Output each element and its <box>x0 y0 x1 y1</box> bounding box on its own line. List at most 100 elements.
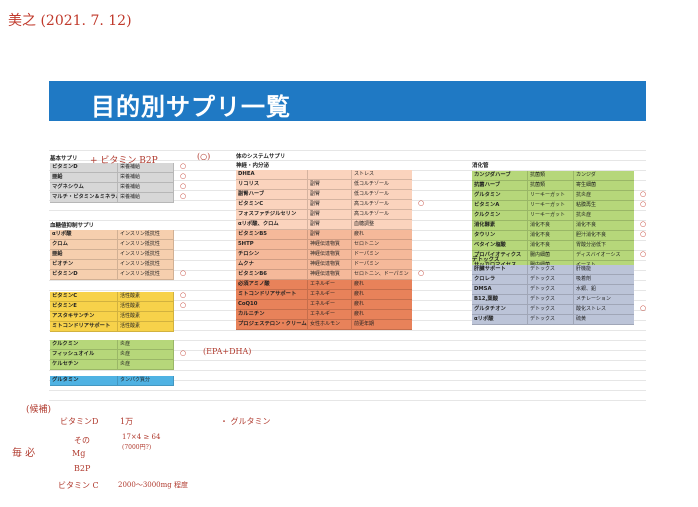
section-heading: 消化管 <box>472 163 489 169</box>
gridline <box>49 330 646 331</box>
supplement-name: ビタミンD <box>50 270 118 279</box>
supplement-effect: 寄生細菌 <box>576 182 597 188</box>
supplement-category: デトックス <box>528 275 574 284</box>
title-banner: 目的別サプリ一覧 <box>49 81 646 121</box>
supplement-name: ビタミンB6 <box>236 270 308 279</box>
table-row: ムクナ 神経伝達物質 ドーパミン <box>236 260 412 270</box>
table-row: 消化酵素 消化不良 消化不良 <box>472 221 634 231</box>
supplement-category: 炎症 <box>118 350 174 359</box>
gridline <box>49 150 646 151</box>
table-row: チロシン 神経伝達物質 ドーパミン <box>236 250 412 260</box>
table-row: αリポ酸 インスリン抵抗性 <box>50 230 174 240</box>
supplement-table: ビタミンD 栄養補給 亜鉛 栄養補給 マグネシウム 栄養補給 マルチ・ビタミン＆ミネラル 栄養… <box>50 163 174 203</box>
supplement-effect: 抗炎症 <box>576 192 592 198</box>
handwritten-bracket: (○) <box>197 152 211 161</box>
gridline <box>49 390 646 391</box>
table-row: ビタミンC 活性酸素 <box>50 292 174 302</box>
handwritten-circle-mark: ○ <box>640 304 647 312</box>
supplement-effect: 吸着剤 <box>576 276 592 282</box>
supplement-category: 活性酸素 <box>118 302 174 311</box>
table-row: リコリス 副腎 低コルチゾール <box>236 180 412 190</box>
supplement-category: デトックス <box>528 265 574 274</box>
gridline <box>49 160 646 161</box>
table-row: 肝臓サポート デトックス 肝機能 <box>472 265 634 275</box>
table-row: クロム インスリン抵抗性 <box>50 240 174 250</box>
handwritten-circle-mark: ○ <box>180 269 187 277</box>
table-row: 5HTP 神経伝達物質 セロトニン <box>236 240 412 250</box>
supplement-name: DMSA <box>472 285 528 294</box>
handwritten-circle-mark: ○ <box>640 220 647 228</box>
supplement-table: クルクミン 炎症 フィッシュオイル 炎症 ケルセチン 炎症 <box>50 340 174 370</box>
table-row: フォスファチジルセリン 副腎 高コルチゾール <box>236 210 412 220</box>
supplement-effect: セロトニン、ドーパミン <box>354 271 409 277</box>
handwritten-candidate-label: (候補) <box>26 405 52 415</box>
supplement-effect: セロトニン <box>354 241 380 247</box>
handwritten-epa-note: (EPA+DHA) <box>203 347 252 356</box>
table-row: アスタキサンチン 活性酸素 <box>50 312 174 322</box>
supplement-category: 副腎 <box>308 210 352 219</box>
handwritten-circle-mark: ○ <box>418 269 425 277</box>
supplement-category: 抗菌類 <box>528 181 574 190</box>
supplement-category: デトックス <box>528 315 574 324</box>
supplement-name: ビタミンD <box>50 163 118 172</box>
table-row: ケルセチン 炎症 <box>50 360 174 370</box>
gridline <box>49 380 646 381</box>
gridline <box>49 370 646 371</box>
supplement-category: 活性酸素 <box>118 292 174 301</box>
supplement-category: 炎症 <box>118 340 174 349</box>
supplement-category: 副腎 <box>308 220 352 229</box>
supplement-category: 活性酸素 <box>118 312 174 321</box>
table-row: マグネシウム 栄養補給 <box>50 183 174 193</box>
table-row: フィッシュオイル 炎症 <box>50 350 174 360</box>
supplement-effect: 疲れ <box>354 311 365 317</box>
supplement-category: インスリン抵抗性 <box>118 250 174 259</box>
section-heading: 血糖値抑制サプリ <box>50 223 95 229</box>
supplement-category: 副腎 <box>308 180 352 189</box>
supplement-effect: ストレス <box>354 171 375 177</box>
supplement-name: ミトコンドリアサポート <box>50 322 118 331</box>
supplement-effect: 胆汁消化不良 <box>576 232 607 238</box>
supplement-category: 副腎 <box>308 230 352 239</box>
table-row: αリポ酸、クロム 副腎 血糖調整 <box>236 220 412 230</box>
supplement-effect: 酸化ストレス <box>576 306 607 312</box>
supplement-category: エネルギー <box>308 290 352 299</box>
handwritten-circle-mark: ○ <box>180 291 187 299</box>
supplement-name: ビタミンC <box>236 200 308 209</box>
table-row: ベタイン塩酸 消化不良 胃酸分泌低下 <box>472 241 634 251</box>
supplement-effect: 消化不良 <box>576 222 597 228</box>
supplement-name: ムクナ <box>236 260 308 269</box>
table-row: αリポ酸 デトックス 硫黄 <box>472 315 634 325</box>
handwritten-circle-mark: ○ <box>180 162 187 170</box>
handwritten-calc-sub: (7000円?) <box>122 444 152 451</box>
section-heading: 体のシステムサプリ <box>236 154 286 160</box>
supplement-category: デトックス <box>528 285 574 294</box>
supplement-table: 肝臓サポート デトックス 肝機能 クロレラ デトックス 吸着剤 DMSA デトックス 水銀、鉛 B… <box>472 265 634 325</box>
supplement-category: エネルギー <box>308 310 352 319</box>
supplement-category: 神経伝達物質 <box>308 240 352 249</box>
supplement-effect: 前更年期 <box>354 321 375 327</box>
table-row: 副腎ハーブ 副腎 低コルチゾール <box>236 190 412 200</box>
table-row: ビタミンB6 神経伝達物質 セロトニン、ドーパミン <box>236 270 412 280</box>
table-row: DHEA ストレス <box>236 170 412 180</box>
table-row: グルタミン タンパク質分 <box>50 376 174 386</box>
supplement-effect: 胃酸分泌低下 <box>576 242 607 248</box>
table-row: マルチ・ビタミン＆ミネラル 栄養補給 <box>50 193 174 203</box>
handwritten-circle-mark: ○ <box>180 301 187 309</box>
handwritten-margin-label: 毎 必 <box>12 448 36 459</box>
table-row: グルタチオン デトックス 酸化ストレス <box>472 305 634 315</box>
supplement-name: グルタミン <box>50 376 118 385</box>
handwritten-circle-mark: ○ <box>418 199 425 207</box>
handwritten-plus-note: + ビタミン B2P <box>90 156 158 166</box>
table-row: ビタミンE 活性酸素 <box>50 302 174 312</box>
page-title: 目的別サプリ一覧 <box>91 93 291 121</box>
handwritten-circle-mark: ○ <box>640 250 647 258</box>
gridline <box>49 360 646 361</box>
supplement-name: ケルセチン <box>50 360 118 369</box>
supplement-name: カルニチン <box>236 310 308 319</box>
supplement-category: 活性酸素 <box>118 322 174 331</box>
handwritten-b2p: B2P <box>74 464 91 473</box>
supplement-effect: ドーパミン <box>354 261 379 267</box>
gridline <box>49 340 646 341</box>
supplement-category: 腸内細菌 <box>528 251 574 260</box>
supplement-effect: カンジダ <box>576 172 596 178</box>
